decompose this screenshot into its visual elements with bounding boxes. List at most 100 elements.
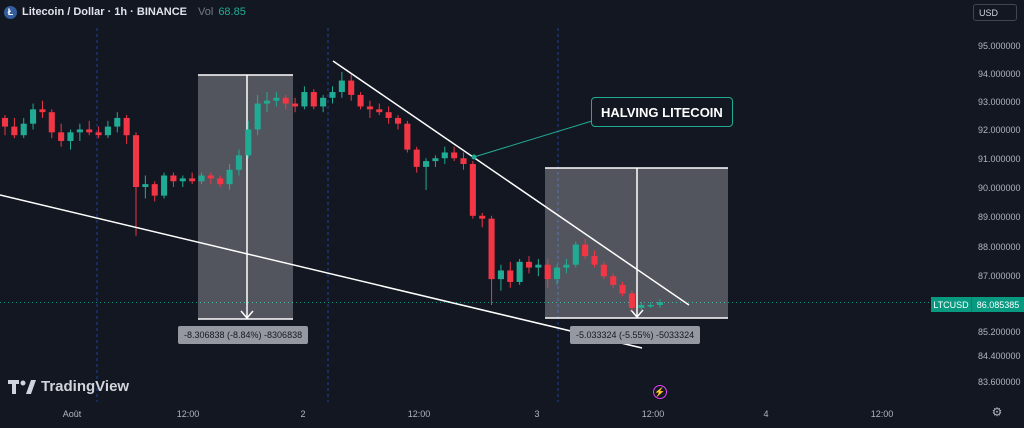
price-tick-label: 87.000000: [978, 271, 1021, 281]
halving-callout[interactable]: HALVING LITECOIN: [591, 97, 733, 127]
candle-body: [385, 112, 392, 118]
measure-label-right: -5.033324 (-5.55%) -5033324: [570, 326, 701, 344]
candle-body: [619, 284, 626, 294]
chart-header: Ł Litecoin / Dollar · 1h · BINANCE Vol 6…: [4, 3, 246, 21]
candle-body: [366, 106, 373, 110]
price-tick-label: 84.400000: [978, 351, 1021, 361]
candle-body: [507, 270, 514, 282]
time-tick-label: 2: [300, 409, 305, 419]
price-tick-label: 85.200000: [978, 327, 1021, 337]
candle-body: [591, 256, 598, 265]
trendline-lower: [0, 194, 643, 349]
candle-body: [282, 97, 289, 104]
candle-body: [469, 163, 476, 216]
candle-body: [263, 100, 271, 104]
candle-body: [226, 169, 233, 185]
time-tick-label: 12:00: [871, 409, 894, 419]
candle-body: [376, 109, 383, 113]
time-tick-label: 3: [534, 409, 539, 419]
candle-body: [245, 129, 252, 156]
candle-body: [329, 92, 336, 98]
candle-body: [413, 149, 420, 167]
candle-body: [142, 184, 149, 188]
candle-body: [76, 129, 83, 133]
symbol-title[interactable]: Litecoin / Dollar · 1h · BINANCE: [22, 6, 188, 18]
symbol-price-badge: LTCUSD: [931, 297, 971, 312]
time-tick-label: 4: [763, 409, 768, 419]
settings-gear-icon[interactable]: ⚙: [991, 405, 1003, 419]
candle-body: [320, 97, 327, 107]
candle-body: [516, 261, 523, 282]
candle-body: [254, 103, 261, 130]
price-tick-label: 88.000000: [978, 242, 1021, 252]
candle-body: [198, 175, 205, 182]
candle-body: [1, 117, 9, 127]
candle-body: [544, 264, 551, 280]
candle-body: [170, 175, 177, 182]
price-tick-label: 93.000000: [978, 97, 1021, 107]
candle-body: [348, 80, 355, 95]
litecoin-logo-icon: Ł: [4, 5, 17, 19]
tradingview-logo: TradingView: [8, 378, 129, 395]
flash-event-icon[interactable]: ⚡: [653, 385, 667, 399]
tradingview-logo-icon: [8, 379, 36, 394]
halving-connector-line: [473, 120, 593, 158]
candle-body: [161, 175, 168, 196]
price-tick-label: 90.000000: [978, 183, 1021, 193]
time-tick-label: 12:00: [642, 409, 665, 419]
candle-body: [338, 80, 345, 93]
candle-body: [104, 126, 111, 136]
time-tick-label: Août: [63, 409, 82, 419]
candle-body: [563, 264, 570, 268]
candle-body: [67, 132, 74, 141]
candle-body: [572, 244, 579, 265]
candle-body: [638, 305, 645, 308]
candle-body: [404, 123, 411, 150]
candle-body: [357, 94, 364, 107]
currency-button[interactable]: USD: [973, 4, 1017, 21]
time-tick-label: 12:00: [177, 409, 200, 419]
candle-body: [656, 302, 664, 305]
volume-value: 68.85: [218, 6, 246, 18]
candle-body: [432, 158, 439, 162]
candle-body: [151, 184, 158, 196]
price-tick-label: 95.000000: [978, 41, 1021, 51]
candle-body: [301, 92, 308, 107]
current-price-label: 86.085385: [971, 297, 1024, 312]
candle-body: [132, 135, 140, 188]
candle-body: [189, 178, 196, 182]
candle-body: [535, 264, 542, 268]
price-tick-label: 94.000000: [978, 69, 1021, 79]
candle-body: [394, 117, 402, 124]
candle-body: [114, 117, 121, 127]
price-tick-label: 83.600000: [978, 377, 1021, 387]
volume-label: Vol: [198, 6, 214, 18]
measure-box-left: [198, 75, 293, 319]
candle-body: [58, 132, 65, 141]
measure-label-left: -8.306838 (-8.84%) -8306838: [178, 326, 309, 344]
candle-body: [95, 132, 102, 136]
candle-body: [460, 158, 467, 164]
candle-body: [20, 123, 27, 136]
candle-body: [525, 261, 533, 268]
candle-body: [11, 126, 18, 136]
candle-body: [48, 112, 55, 133]
candle-body: [451, 152, 458, 159]
candle-body: [310, 92, 317, 107]
price-tick-label: 91.000000: [978, 154, 1021, 164]
candle-body: [441, 152, 448, 159]
candle-body: [423, 161, 430, 167]
candle-body: [610, 276, 617, 285]
candle-body: [292, 103, 299, 107]
candle-body: [628, 293, 635, 308]
candle-body: [273, 97, 280, 101]
candle-body: [647, 305, 654, 307]
candle-body: [554, 267, 561, 280]
candle-body: [600, 264, 607, 277]
candle-body: [235, 155, 242, 170]
measure-box-left-arrow-head: [240, 310, 254, 320]
candle-body: [497, 270, 504, 280]
measure-box-right-arrow-head: [630, 309, 644, 319]
